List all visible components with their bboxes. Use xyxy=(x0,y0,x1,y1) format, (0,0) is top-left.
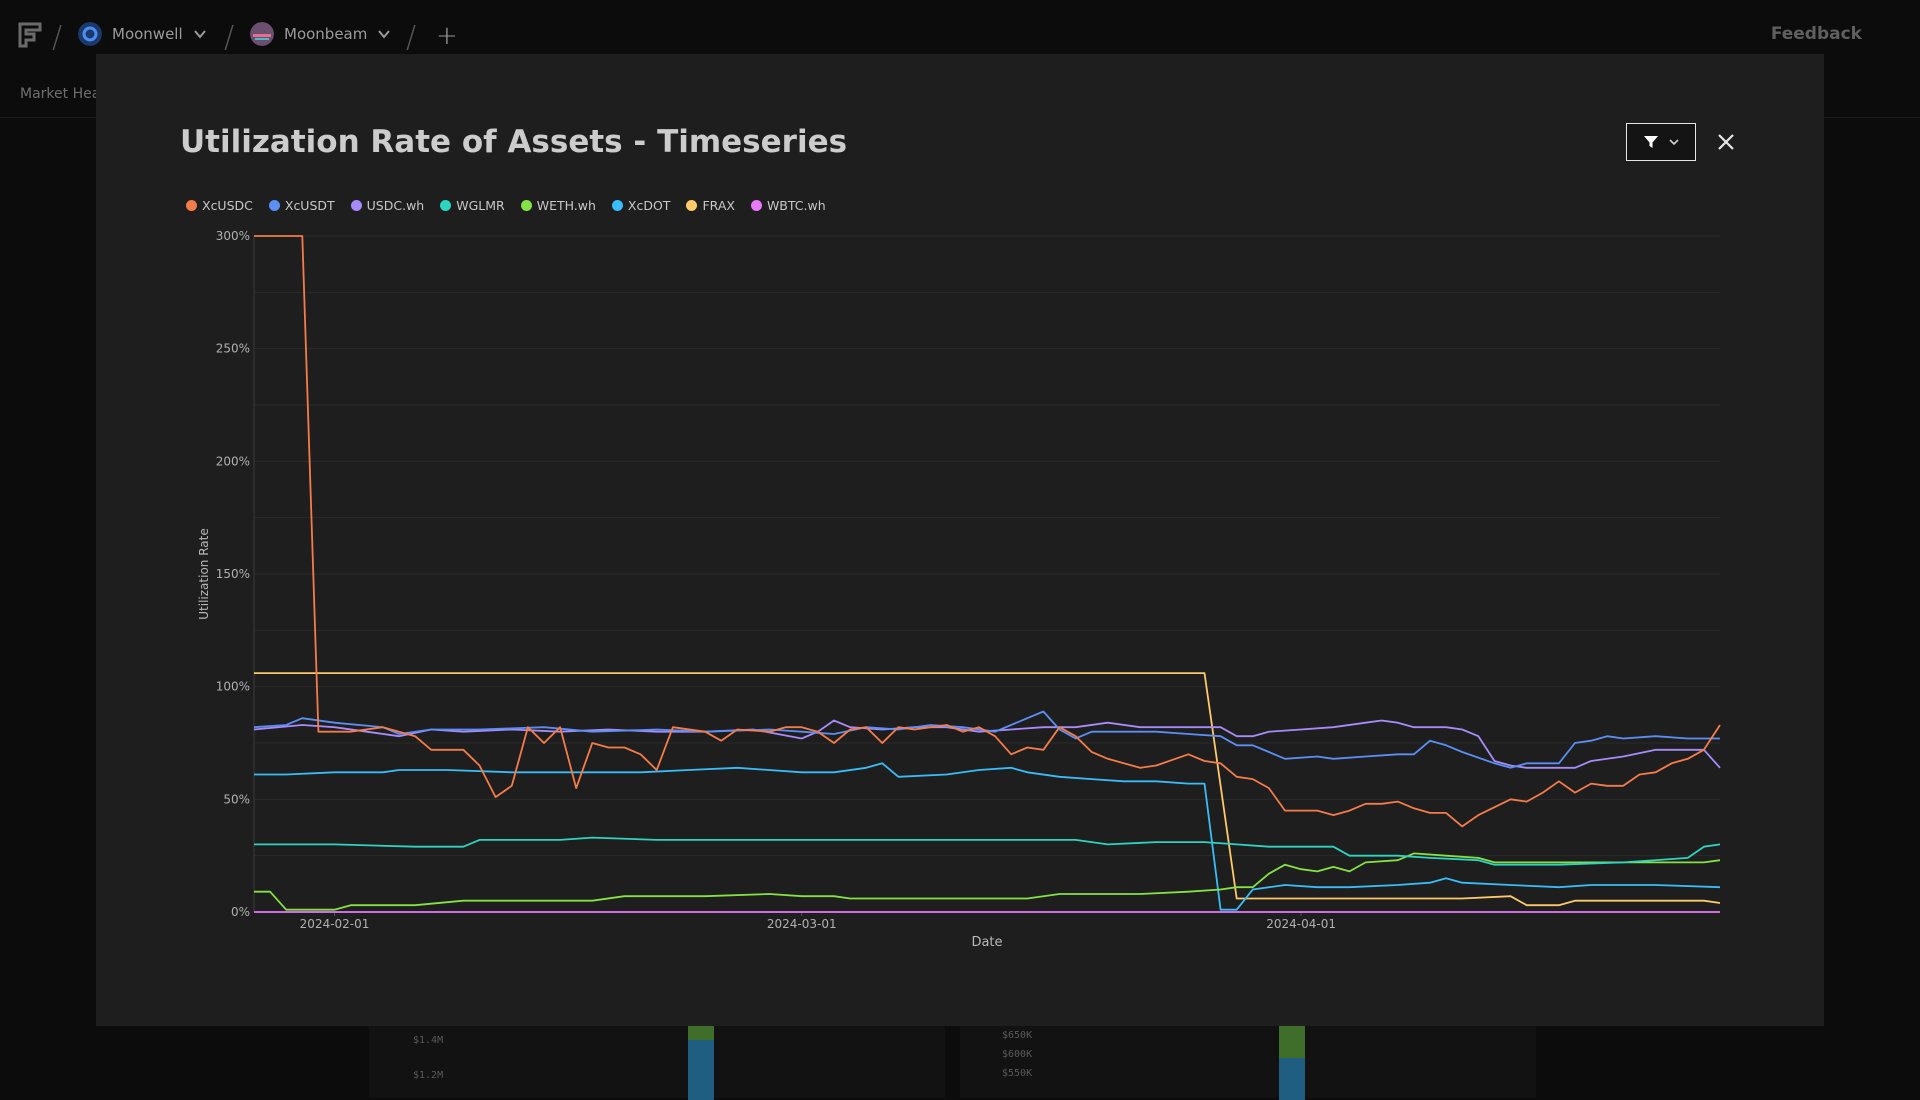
y-tick-label: 50% xyxy=(223,792,250,806)
background-tick-label: $600K xyxy=(1002,1049,1033,1060)
background-chart-panel: $1.4M $1.2M xyxy=(369,1018,945,1100)
legend-item[interactable]: FRAX xyxy=(686,198,735,213)
background-tick-label: $550K xyxy=(1002,1068,1033,1079)
legend-item[interactable]: XcUSDC xyxy=(186,198,253,213)
legend-label: XcUSDC xyxy=(202,198,253,213)
y-tick-label: 0% xyxy=(231,905,250,919)
y-tick-label: 150% xyxy=(216,567,250,581)
chevron-down-icon xyxy=(193,30,206,39)
x-tick-label: 2024-04-01 xyxy=(1266,917,1336,931)
breadcrumb-separator: / xyxy=(406,20,417,55)
x-tick-label: 2024-02-01 xyxy=(300,917,370,931)
moonbeam-icon xyxy=(250,22,274,46)
y-axis-label: Utilization Rate xyxy=(197,528,211,619)
filter-button[interactable] xyxy=(1626,123,1696,161)
background-tick-label: $650K xyxy=(1002,1030,1033,1041)
network-selector[interactable]: Moonbeam xyxy=(250,22,391,46)
chart-modal: Utilization Rate of Assets - Timeseries … xyxy=(96,54,1824,1026)
y-tick-label: 200% xyxy=(216,454,250,468)
legend-item[interactable]: WETH.wh xyxy=(520,198,596,213)
series-line-weth-wh xyxy=(254,852,1721,911)
background-chart-panel: $650K $600K $550K xyxy=(960,1018,1536,1100)
legend-label: WETH.wh xyxy=(536,198,596,213)
legend-dot xyxy=(520,200,532,211)
app-logo-icon[interactable] xyxy=(18,22,42,48)
tab-market-health[interactable]: Market Hea xyxy=(20,86,101,102)
background-tick-label: $1.2M xyxy=(413,1070,444,1081)
legend-item[interactable]: WBTC.wh xyxy=(750,198,826,213)
breadcrumb-separator: / xyxy=(52,20,63,55)
legend-item[interactable]: USDC.wh xyxy=(350,198,425,213)
legend-dot xyxy=(186,200,197,211)
line-chart: 0% 50% 100% 150% 200% 250% 300% 2024-02-01 2024-… xyxy=(197,229,1721,950)
background-bar xyxy=(688,1040,714,1100)
close-icon[interactable] xyxy=(1714,130,1738,154)
legend-label: FRAX xyxy=(702,198,735,213)
x-axis-label: Date xyxy=(971,935,1002,950)
series-line-frax xyxy=(254,672,1721,907)
legend-item[interactable]: XcDOT xyxy=(611,198,671,213)
y-tick-label: 100% xyxy=(216,680,250,694)
series-line-wglmr xyxy=(254,836,1721,866)
y-tick-label: 250% xyxy=(216,342,250,356)
legend-dot xyxy=(268,200,280,211)
chart-legend: XcUSDC XcUSDT USDC.wh WGLMR WETH.wh XcDOT FRAX… xyxy=(186,198,842,213)
legend-item[interactable]: WGLMR xyxy=(440,198,505,213)
legend-label: WGLMR xyxy=(456,198,505,213)
legend-label: WBTC.wh xyxy=(766,198,826,213)
workspace-label: Moonwell xyxy=(112,25,183,43)
background-bar xyxy=(1279,1058,1305,1100)
legend-dot xyxy=(350,200,362,211)
workspace-selector[interactable]: Moonwell xyxy=(78,22,207,46)
legend-dot xyxy=(686,200,698,211)
legend-label: XcDOT xyxy=(627,198,671,213)
series-line-usdc-wh xyxy=(253,719,1721,769)
background-tick-label: $1.4M xyxy=(413,1035,444,1046)
filter-icon xyxy=(1644,136,1658,148)
series-line-xcdot xyxy=(254,762,1721,911)
feedback-button[interactable]: Feedback xyxy=(1770,24,1862,44)
moonwell-icon xyxy=(78,22,102,46)
legend-label: XcUSDT xyxy=(284,198,335,213)
background-bar xyxy=(688,1026,714,1040)
y-tick-label: 300% xyxy=(216,229,250,243)
legend-item[interactable]: XcUSDT xyxy=(268,198,335,213)
legend-dot xyxy=(611,200,623,211)
top-bar: / Moonwell / Moonbeam / + Feedback xyxy=(0,0,1920,70)
background-bar xyxy=(1279,1026,1305,1058)
series-line-xcusdt xyxy=(253,710,1720,769)
legend-dot xyxy=(750,200,762,211)
network-label: Moonbeam xyxy=(284,25,368,43)
legend-label: USDC.wh xyxy=(366,198,425,213)
breadcrumb-separator: / xyxy=(224,20,235,55)
legend-dot xyxy=(440,200,452,211)
chevron-down-icon xyxy=(1669,139,1679,146)
x-tick-label: 2024-03-01 xyxy=(767,917,837,931)
modal-title: Utilization Rate of Assets - Timeseries xyxy=(180,124,848,160)
chevron-down-icon xyxy=(378,30,391,39)
series-line-xcusdc xyxy=(254,235,1721,828)
add-icon[interactable]: + xyxy=(436,21,458,51)
